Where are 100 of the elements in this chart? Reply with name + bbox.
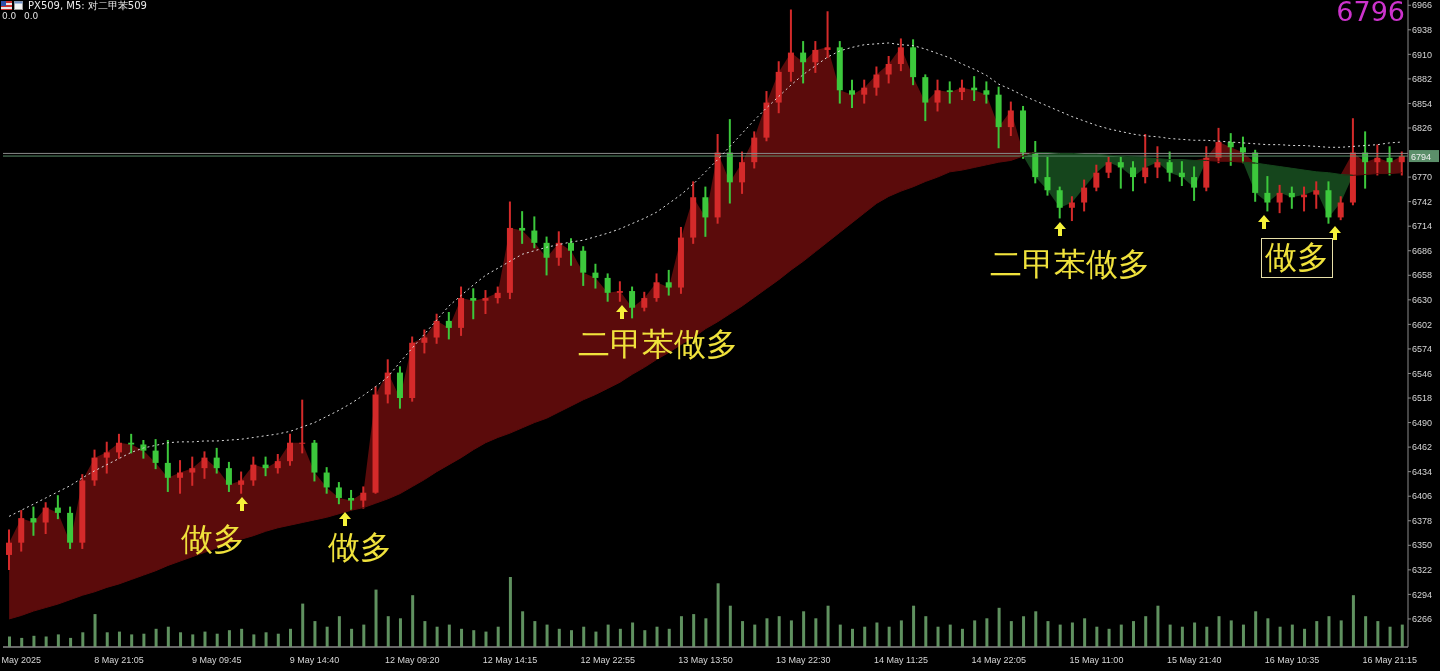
bar [1229,620,1233,647]
bar [105,632,109,647]
bar [997,607,1001,647]
candlestick [384,359,391,404]
bar [362,624,366,647]
candlestick [934,79,941,112]
bar [81,632,85,647]
x-tick-label: 9 May 09:45 [192,655,242,666]
bar [1034,611,1038,647]
bar [313,621,317,647]
bar [753,624,757,647]
bar [191,634,195,647]
bar [545,624,549,647]
candlestick [873,66,880,96]
bar [398,618,402,647]
bar [1266,618,1270,647]
candlestick [519,211,526,244]
y-tick-label: 6574 [1412,344,1433,355]
candlestick [164,439,171,492]
bar [1205,626,1209,647]
bar [1119,624,1123,647]
y-tick-label: 6322 [1412,565,1433,576]
annotation: 6796 [1336,0,1405,27]
bar [802,611,806,647]
candlestick [152,439,159,470]
x-tick-label: 9 May 14:40 [289,655,340,666]
candlestick [604,273,611,302]
x-tick-label: 16 May 10:35 [1264,655,1320,666]
candlestick [1191,166,1198,201]
candlestick [1056,186,1063,219]
candlestick [983,81,990,104]
bar [203,631,207,647]
y-tick-label: 6546 [1412,368,1433,379]
bar [460,628,464,647]
candlestick [555,231,562,266]
bar [166,626,170,647]
candlestick [1166,151,1173,182]
candlestick [1239,136,1246,164]
y-tick-label: 6602 [1412,319,1433,330]
bar [1180,626,1184,647]
bar [594,631,598,647]
candlestick [287,433,293,466]
candlestick [91,449,98,486]
bar [374,589,378,647]
candlestick [897,38,904,72]
bar [1400,624,1404,647]
candlestick [592,263,599,289]
bar [948,624,952,647]
y-tick-label: 6770 [1412,172,1433,183]
bar [1083,618,1087,647]
x-tick-label: May 2025 [1,655,42,666]
x-tick-label: 12 May 09:20 [385,655,440,666]
bar [777,616,781,647]
x-tick-label: 14 May 22:05 [971,655,1026,666]
bar [936,626,940,647]
y-tick-label: 6490 [1412,417,1433,428]
candlestick [1007,101,1014,137]
bar [557,628,561,647]
annotation: 0.0 [2,11,17,22]
candlestick [470,288,477,320]
candlestick [531,216,538,249]
candlestick [360,486,367,509]
y-tick-label: 6826 [1412,123,1433,134]
bar [1315,621,1319,647]
x-tick-label: 15 May 11:00 [1069,655,1124,666]
bar [276,633,280,647]
y-tick-label: 6938 [1412,25,1433,35]
bar [142,633,146,647]
annotation: 0.0 [24,11,39,22]
candlestick [1117,156,1124,189]
bar [789,620,793,647]
bar [240,628,244,647]
annotation: 做多 [328,528,392,567]
candlestick [1044,156,1051,196]
bar [1058,624,1062,647]
candlestick [849,79,855,108]
x-tick-label: 8 May 21:05 [94,655,144,666]
candlestick [861,79,868,104]
candlestick [1178,161,1185,186]
candlestick [299,399,306,454]
candlestick [812,41,819,73]
bar [618,628,622,647]
candlestick [335,482,342,505]
candlestick [225,461,232,492]
bar [765,618,769,647]
x-tick-label: 13 May 13:50 [678,655,733,666]
bar [264,632,268,647]
y-tick-label: 6742 [1412,196,1433,207]
bar [1022,616,1026,647]
candlestick [1105,156,1112,179]
bar [1107,628,1111,647]
bar [1254,611,1258,647]
candlestick [616,281,623,302]
bar [472,630,476,647]
bar [606,624,610,647]
candlestick [824,11,831,58]
y-tick-label: 6882 [1412,74,1433,85]
bar [1156,605,1160,647]
bar [826,605,830,647]
bar [1278,626,1282,647]
